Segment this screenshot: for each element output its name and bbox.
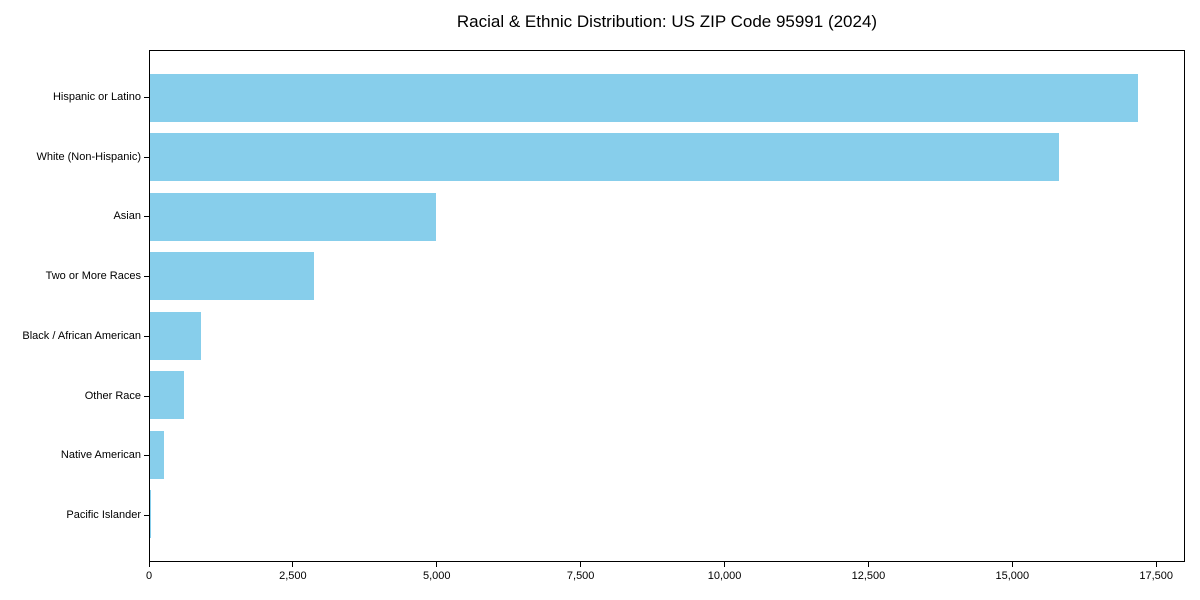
x-tick-mark <box>1011 562 1013 567</box>
y-axis-labels: Hispanic or Latino White (Non-Hispanic) As… <box>0 50 141 562</box>
bars-layer <box>150 51 1184 561</box>
y-axis-category-label: Asian <box>113 210 141 223</box>
y-axis-category-label: Black / African American <box>22 329 141 342</box>
bar <box>150 371 185 420</box>
x-tick-label: 2,500 <box>279 570 307 582</box>
bar-row <box>150 425 1184 485</box>
bar <box>150 490 152 539</box>
y-tick-mark <box>144 157 149 158</box>
bar-row <box>150 366 1184 426</box>
y-tick-mark <box>144 455 149 456</box>
y-tick-mark <box>144 336 149 337</box>
bar <box>150 133 1059 182</box>
x-tick-label: 17,500 <box>1139 570 1174 582</box>
x-tick-mark <box>436 562 438 567</box>
bar-row <box>150 187 1184 247</box>
x-tick-mark <box>292 562 294 567</box>
x-tick-mark <box>580 562 582 567</box>
x-tick-mark <box>1155 562 1157 567</box>
y-axis-category-label: Hispanic or Latino <box>52 90 141 103</box>
bar-row <box>150 485 1184 545</box>
y-axis-category-label: Other Race <box>84 389 141 402</box>
x-tick-mark <box>724 562 726 567</box>
y-axis-category-label: White (Non-Hispanic) <box>36 150 141 163</box>
x-tick-label: 15,000 <box>995 570 1030 582</box>
y-tick-mark <box>144 276 149 277</box>
bar-row <box>150 247 1184 307</box>
x-tick-label: 5,000 <box>423 570 451 582</box>
y-tick-mark <box>144 396 149 397</box>
bar <box>150 73 1138 122</box>
chart-title: Racial & Ethnic Distribution: US ZIP Cod… <box>456 12 878 31</box>
y-tick-mark <box>144 216 149 217</box>
x-tick-mark <box>867 562 869 567</box>
y-axis-category-label: Two or More Races <box>45 270 141 283</box>
y-axis-category-label: Pacific Islander <box>66 509 141 522</box>
bar <box>150 430 164 479</box>
bar-row <box>150 68 1184 128</box>
bar <box>150 311 201 360</box>
y-axis-ticks <box>144 50 149 562</box>
bar <box>150 252 314 301</box>
x-tick-mark <box>148 562 150 567</box>
bar-row <box>150 306 1184 366</box>
x-tick-label: 7,500 <box>566 570 595 582</box>
y-tick-mark <box>144 97 149 98</box>
x-tick-label: 0 <box>145 570 153 582</box>
x-tick-label: 10,000 <box>707 570 742 582</box>
plot-area <box>149 50 1185 562</box>
x-axis: 0 2,500 5,000 7,500 10,000 12,500 15,000 17,500 <box>146 562 1185 598</box>
bar <box>150 192 437 241</box>
y-axis-category-label: Native American <box>60 449 141 462</box>
bar-row <box>150 128 1184 188</box>
y-tick-mark <box>144 515 149 516</box>
x-tick-label: 12,500 <box>851 570 886 582</box>
